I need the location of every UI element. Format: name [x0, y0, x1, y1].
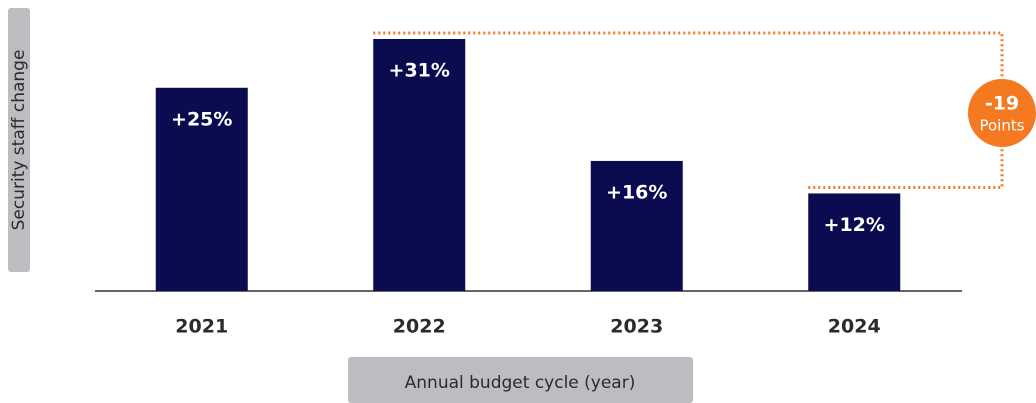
y-label-box — [8, 8, 30, 272]
x-label-box — [348, 357, 693, 403]
annotation-bracket — [373, 31, 1004, 79]
value-label: +25% — [171, 108, 232, 130]
bar — [808, 193, 901, 291]
x-tick-label: 2021 — [175, 316, 228, 338]
annotation-unit: Points — [979, 117, 1024, 135]
annotation-bracket — [808, 147, 1004, 189]
value-label: +12% — [824, 214, 885, 236]
annotation-badge — [968, 79, 1036, 147]
annotation-value: -19 — [985, 93, 1019, 115]
value-label: +16% — [606, 181, 667, 203]
x-tick-label: 2024 — [828, 316, 881, 338]
x-axis-label: Annual budget cycle (year) — [405, 373, 636, 393]
x-tick-label: 2023 — [610, 316, 663, 338]
bar — [373, 39, 466, 291]
bar — [155, 87, 248, 291]
y-axis-label: Security staff change — [9, 50, 29, 231]
x-tick-label: 2022 — [393, 316, 446, 338]
bar — [590, 160, 683, 291]
value-label: +31% — [389, 60, 450, 82]
